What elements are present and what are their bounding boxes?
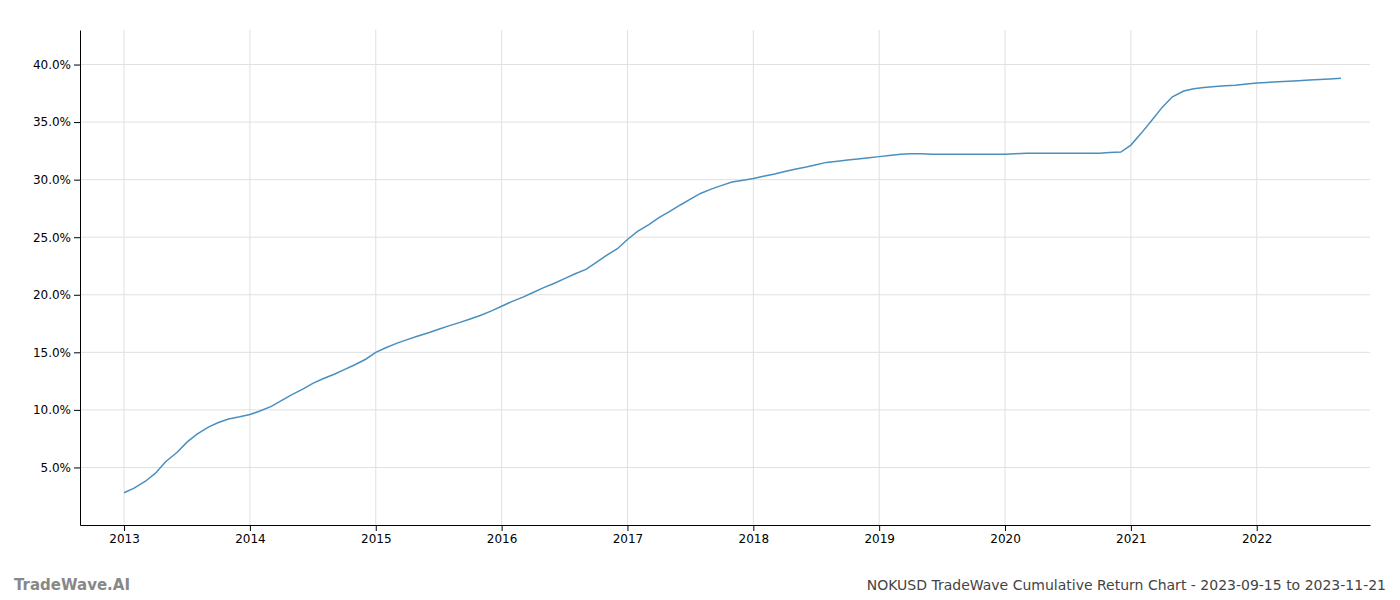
y-axis-line — [80, 31, 81, 526]
x-tick-label: 2014 — [235, 532, 266, 546]
grid-line-y — [80, 237, 1370, 238]
x-tick-label: 2020 — [990, 532, 1021, 546]
y-tick-mark — [74, 352, 80, 353]
y-tick: 10.0% — [33, 403, 80, 417]
y-tick: 20.0% — [33, 288, 80, 302]
y-tick-label: 35.0% — [33, 115, 71, 129]
grid-line-x — [375, 30, 376, 525]
x-tick-label: 2018 — [739, 532, 770, 546]
x-tick-label: 2013 — [109, 532, 140, 546]
x-tick: 2020 — [990, 525, 1021, 546]
y-tick-label: 30.0% — [33, 173, 71, 187]
x-tick-label: 2021 — [1116, 532, 1147, 546]
grid-line-y — [80, 467, 1370, 468]
y-tick-mark — [74, 180, 80, 181]
chart-svg: 2013 2014 2015 2016 2017 2018 2019 2020 2021 2022… — [0, 0, 1400, 600]
x-axis-line — [81, 525, 1371, 526]
x-tick-mark — [1005, 525, 1006, 531]
grid-line-y — [80, 294, 1370, 295]
grid-line-x — [879, 30, 880, 525]
y-tick-mark — [74, 65, 80, 66]
title: NOKUSD TradeWave Cumulative Return Chart… — [867, 577, 1386, 593]
x-tick: 2016 — [487, 525, 518, 546]
y-tick-label: 5.0% — [41, 461, 72, 475]
x-tick-mark — [124, 525, 125, 531]
x-tick-mark — [627, 525, 628, 531]
x-tick: 2019 — [864, 525, 895, 546]
y-tick-label: 40.0% — [33, 58, 71, 72]
y-tick-label: 15.0% — [33, 346, 71, 360]
grid-line-x — [1130, 30, 1131, 525]
grid-line-x — [1005, 30, 1006, 525]
x-tick-label: 2016 — [487, 532, 518, 546]
x-tick-label: 2015 — [361, 532, 392, 546]
y-tick-label: 10.0% — [33, 403, 71, 417]
y-tick-mark — [74, 410, 80, 411]
x-tick: 2021 — [1116, 525, 1147, 546]
x-tick-label: 2019 — [864, 532, 895, 546]
grid-line-x — [501, 30, 502, 525]
grid-line-x — [124, 30, 125, 525]
grid-line-x — [627, 30, 628, 525]
y-tick: 15.0% — [33, 346, 80, 360]
plot-area — [124, 78, 1341, 492]
grid-line-y — [80, 122, 1370, 123]
grid-line-x — [249, 30, 250, 525]
line — [124, 78, 1341, 492]
y-axis: 5.0% 10.0% 15.0% 20.0% 25.0% 30.0% 35.0% 40.0% — [33, 31, 81, 526]
y-tick-label: 20.0% — [33, 288, 71, 302]
y-tick-mark — [74, 237, 80, 238]
x-tick: 2022 — [1242, 525, 1273, 546]
grid-line-x — [1256, 30, 1257, 525]
x-tick-mark — [250, 525, 251, 531]
x-tick: 2015 — [361, 525, 392, 546]
grid-line-y — [80, 64, 1370, 65]
x-tick-label: 2022 — [1242, 532, 1273, 546]
grid-line-y — [80, 179, 1370, 180]
y-tick-mark — [74, 467, 80, 468]
x-tick-mark — [1131, 525, 1132, 531]
x-tick: 2018 — [739, 525, 770, 546]
y-tick-mark — [74, 295, 80, 296]
x-tick-mark — [502, 525, 503, 531]
y-tick-mark — [74, 122, 80, 123]
x-tick-mark — [1257, 525, 1258, 531]
x-tick: 2013 — [109, 525, 140, 546]
x-tick-mark — [879, 525, 880, 531]
y-tick: 25.0% — [33, 231, 80, 245]
x-tick-mark — [376, 525, 377, 531]
y-tick-label: 25.0% — [33, 231, 71, 245]
x-axis: 2013 2014 2015 2016 2017 2018 2019 2020 2021 2022 — [81, 525, 1371, 546]
x-tick-mark — [753, 525, 754, 531]
y-tick: 5.0% — [41, 461, 81, 475]
x-tick: 2017 — [613, 525, 644, 546]
grid-line-y — [80, 352, 1370, 353]
chart-container: 2013 2014 2015 2016 2017 2018 2019 2020 2021 2022… — [0, 0, 1400, 600]
y-tick: 40.0% — [33, 58, 80, 72]
y-tick: 30.0% — [33, 173, 80, 187]
grid-line-x — [753, 30, 754, 525]
annotation: TradeWave.AI — [14, 576, 130, 594]
x-tick-label: 2017 — [613, 532, 644, 546]
grid — [80, 30, 1370, 525]
y-tick: 35.0% — [33, 115, 80, 129]
x-tick: 2014 — [235, 525, 266, 546]
grid-line-y — [80, 409, 1370, 410]
